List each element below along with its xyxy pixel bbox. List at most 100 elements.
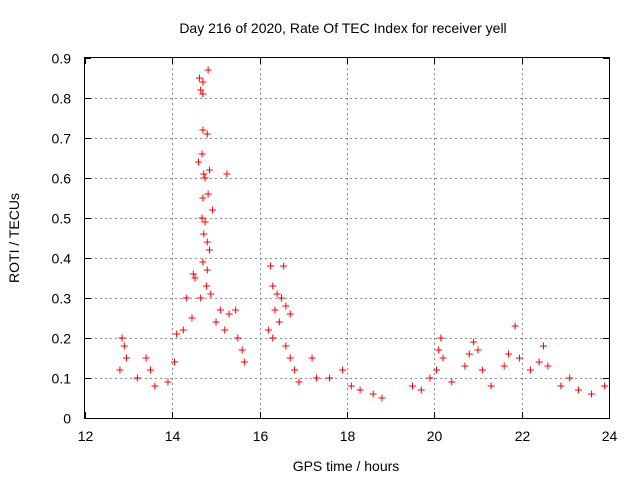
data-point: [295, 378, 303, 386]
data-point: [179, 326, 187, 334]
data-point: [282, 302, 290, 310]
data-point: [234, 334, 242, 342]
data-point: [147, 366, 154, 374]
data-point: [448, 378, 456, 386]
data-point: [205, 246, 213, 254]
data-point: [197, 294, 205, 302]
data-point: [544, 362, 552, 370]
data-point: [203, 238, 211, 246]
data-point: [461, 362, 469, 370]
y-tick-label: 0.3: [52, 291, 72, 307]
data-point: [269, 282, 277, 290]
data-point: [216, 306, 224, 314]
x-tick-label: 18: [340, 428, 356, 444]
data-point: [526, 366, 534, 374]
data-point: [199, 78, 207, 86]
data-point: [269, 334, 277, 342]
data-point: [275, 318, 283, 326]
data-point: [120, 342, 128, 350]
data-point: [535, 358, 543, 366]
plot-frame: [84, 57, 610, 419]
data-point: [282, 342, 290, 350]
grid-lines: [85, 58, 609, 418]
data-point: [151, 382, 159, 390]
data-point: [164, 378, 172, 386]
data-point: [465, 350, 473, 358]
data-point: [308, 354, 316, 362]
data-point: [574, 386, 582, 394]
data-points: [116, 66, 609, 402]
data-point: [557, 382, 565, 390]
data-point: [280, 262, 288, 270]
x-tick-label: 20: [427, 428, 443, 444]
data-point: [286, 310, 294, 318]
data-point: [437, 334, 445, 342]
data-point: [195, 158, 203, 166]
y-axis-label: ROTI / TECUs: [6, 193, 22, 283]
data-point: [201, 174, 209, 182]
x-tick-label: 16: [253, 428, 269, 444]
data-point: [474, 346, 482, 354]
data-point: [273, 290, 281, 298]
data-point: [191, 274, 199, 282]
data-point: [199, 90, 207, 98]
data-point: [278, 294, 285, 302]
data-point: [221, 326, 229, 334]
data-point: [199, 126, 207, 134]
y-tick-label: 0.7: [52, 131, 72, 147]
data-point: [199, 258, 207, 266]
data-point: [267, 262, 275, 270]
data-point: [433, 366, 441, 374]
y-tick-label: 0.6: [52, 171, 72, 187]
y-tick-label: 0.1: [52, 371, 72, 387]
data-point: [515, 354, 523, 362]
data-point: [369, 390, 377, 398]
data-point: [198, 214, 206, 222]
data-point: [171, 358, 179, 366]
data-point: [312, 374, 320, 382]
data-point: [588, 390, 596, 398]
x-tick-label: 24: [602, 428, 618, 444]
data-point: [118, 334, 126, 342]
data-point: [426, 374, 434, 382]
data-point: [505, 350, 513, 358]
x-tick-label: 12: [78, 428, 94, 444]
data-point: [212, 318, 220, 326]
y-tick-label: 0.9: [52, 51, 72, 67]
data-point: [409, 382, 416, 390]
data-point: [209, 206, 217, 214]
data-point: [204, 66, 212, 74]
data-point: [470, 338, 478, 346]
data-point: [188, 314, 196, 322]
data-point: [189, 270, 197, 278]
data-point: [500, 362, 508, 370]
data-point: [225, 310, 233, 318]
data-point: [203, 130, 211, 138]
data-point: [601, 382, 609, 390]
x-tick-label: 22: [515, 428, 531, 444]
data-point: [200, 170, 208, 178]
chart-title: Day 216 of 2020, Rate Of TEC Index for r…: [179, 20, 506, 36]
data-point: [378, 394, 386, 402]
data-point: [566, 374, 574, 382]
x-tick-label: 14: [165, 428, 181, 444]
data-point: [264, 326, 272, 334]
data-point: [182, 294, 190, 302]
data-point: [232, 306, 240, 314]
data-point: [207, 290, 215, 298]
data-point: [356, 386, 364, 394]
data-point: [203, 266, 211, 274]
y-tick-label: 0.5: [52, 211, 72, 227]
x-axis-label: GPS time / hours: [293, 458, 400, 474]
data-point: [133, 374, 141, 382]
data-point: [195, 74, 203, 82]
data-point: [271, 306, 279, 314]
data-point: [142, 354, 150, 362]
data-point: [198, 150, 206, 158]
data-point: [238, 346, 246, 354]
data-point: [173, 330, 181, 338]
data-point: [478, 366, 486, 374]
data-point: [116, 366, 124, 374]
data-point: [291, 366, 299, 374]
